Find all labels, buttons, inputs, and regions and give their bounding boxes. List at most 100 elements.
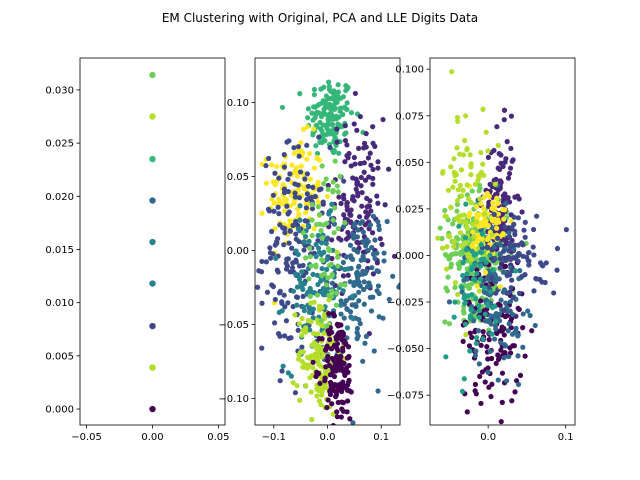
data-point [343, 254, 350, 260]
data-point [460, 218, 467, 224]
data-point [517, 268, 523, 274]
axes-frame-lle [429, 57, 576, 426]
data-point [345, 272, 351, 278]
y-tick-label: 0.000 [45, 405, 74, 416]
data-point [482, 318, 488, 324]
data-point [309, 201, 315, 208]
data-point [463, 240, 469, 246]
data-point [537, 260, 544, 266]
data-point [306, 151, 313, 157]
data-point [493, 318, 499, 325]
data-point [448, 204, 454, 210]
data-point [301, 239, 307, 245]
data-point [533, 276, 540, 282]
data-point [442, 319, 448, 325]
data-point [485, 148, 491, 154]
data-point [454, 208, 460, 214]
data-point [328, 261, 334, 267]
data-point [332, 158, 338, 164]
data-point [305, 222, 312, 229]
data-point [277, 333, 283, 339]
data-point [280, 363, 286, 369]
data-point [336, 114, 342, 120]
data-point [506, 353, 512, 360]
data-point [525, 308, 531, 314]
data-point [507, 234, 513, 240]
data-point [323, 176, 329, 182]
data-point [369, 265, 375, 271]
y-tick-label: −0.050 [387, 344, 424, 355]
data-point [305, 106, 312, 112]
data-point [459, 193, 465, 199]
data-point [452, 280, 458, 286]
data-point [444, 244, 450, 250]
data-point [485, 369, 491, 375]
data-point [503, 201, 509, 207]
data-point [451, 243, 457, 250]
data-point [551, 290, 557, 296]
data-point [350, 256, 356, 262]
x-tick-label: 0.0 [480, 432, 496, 443]
data-point [342, 137, 349, 144]
data-point [343, 341, 349, 347]
data-point [497, 166, 503, 172]
data-point [367, 150, 373, 156]
data-point [484, 344, 490, 350]
data-point [347, 242, 354, 248]
data-point [469, 334, 475, 340]
data-point [326, 311, 332, 317]
data-point [329, 271, 335, 278]
data-point [501, 355, 507, 361]
data-point [497, 265, 503, 271]
data-point [510, 295, 516, 301]
data-point [337, 105, 344, 111]
data-point [338, 298, 344, 304]
data-point [316, 101, 323, 107]
data-point [279, 104, 286, 111]
data-point [340, 273, 347, 279]
data-point [362, 177, 369, 183]
y-tick-label: −0.05 [218, 320, 249, 331]
data-point [494, 225, 500, 231]
data-point [472, 352, 479, 359]
data-point [297, 397, 303, 403]
data-point [279, 300, 285, 306]
data-point [501, 107, 508, 113]
data-point [443, 285, 449, 291]
data-point [287, 228, 294, 234]
data-point [313, 241, 319, 248]
data-point [315, 199, 321, 205]
data-point [344, 106, 350, 113]
data-point [460, 338, 466, 345]
data-point [519, 240, 525, 246]
data-point [370, 251, 377, 257]
data-point [289, 265, 296, 271]
data-point [334, 139, 340, 145]
data-point [359, 203, 365, 209]
data-point [267, 250, 274, 256]
data-point [363, 209, 369, 215]
data-point [370, 166, 376, 173]
data-point [310, 184, 316, 190]
data-point [335, 225, 341, 232]
data-point [347, 416, 353, 422]
data-point [335, 263, 341, 269]
data-point [329, 237, 335, 243]
data-point [495, 356, 502, 362]
data-point [314, 393, 320, 399]
data-point [342, 282, 348, 288]
data-point [314, 150, 321, 157]
data-point [310, 306, 316, 312]
data-point [480, 336, 486, 342]
data-point [333, 394, 339, 400]
data-point [483, 129, 489, 135]
data-point [478, 201, 484, 207]
data-point [292, 390, 298, 396]
data-point [386, 166, 392, 172]
data-point [506, 321, 512, 327]
data-point [466, 282, 472, 288]
data-point [349, 196, 356, 202]
data-point [367, 222, 374, 228]
data-point [290, 288, 297, 294]
data-point [331, 388, 337, 394]
